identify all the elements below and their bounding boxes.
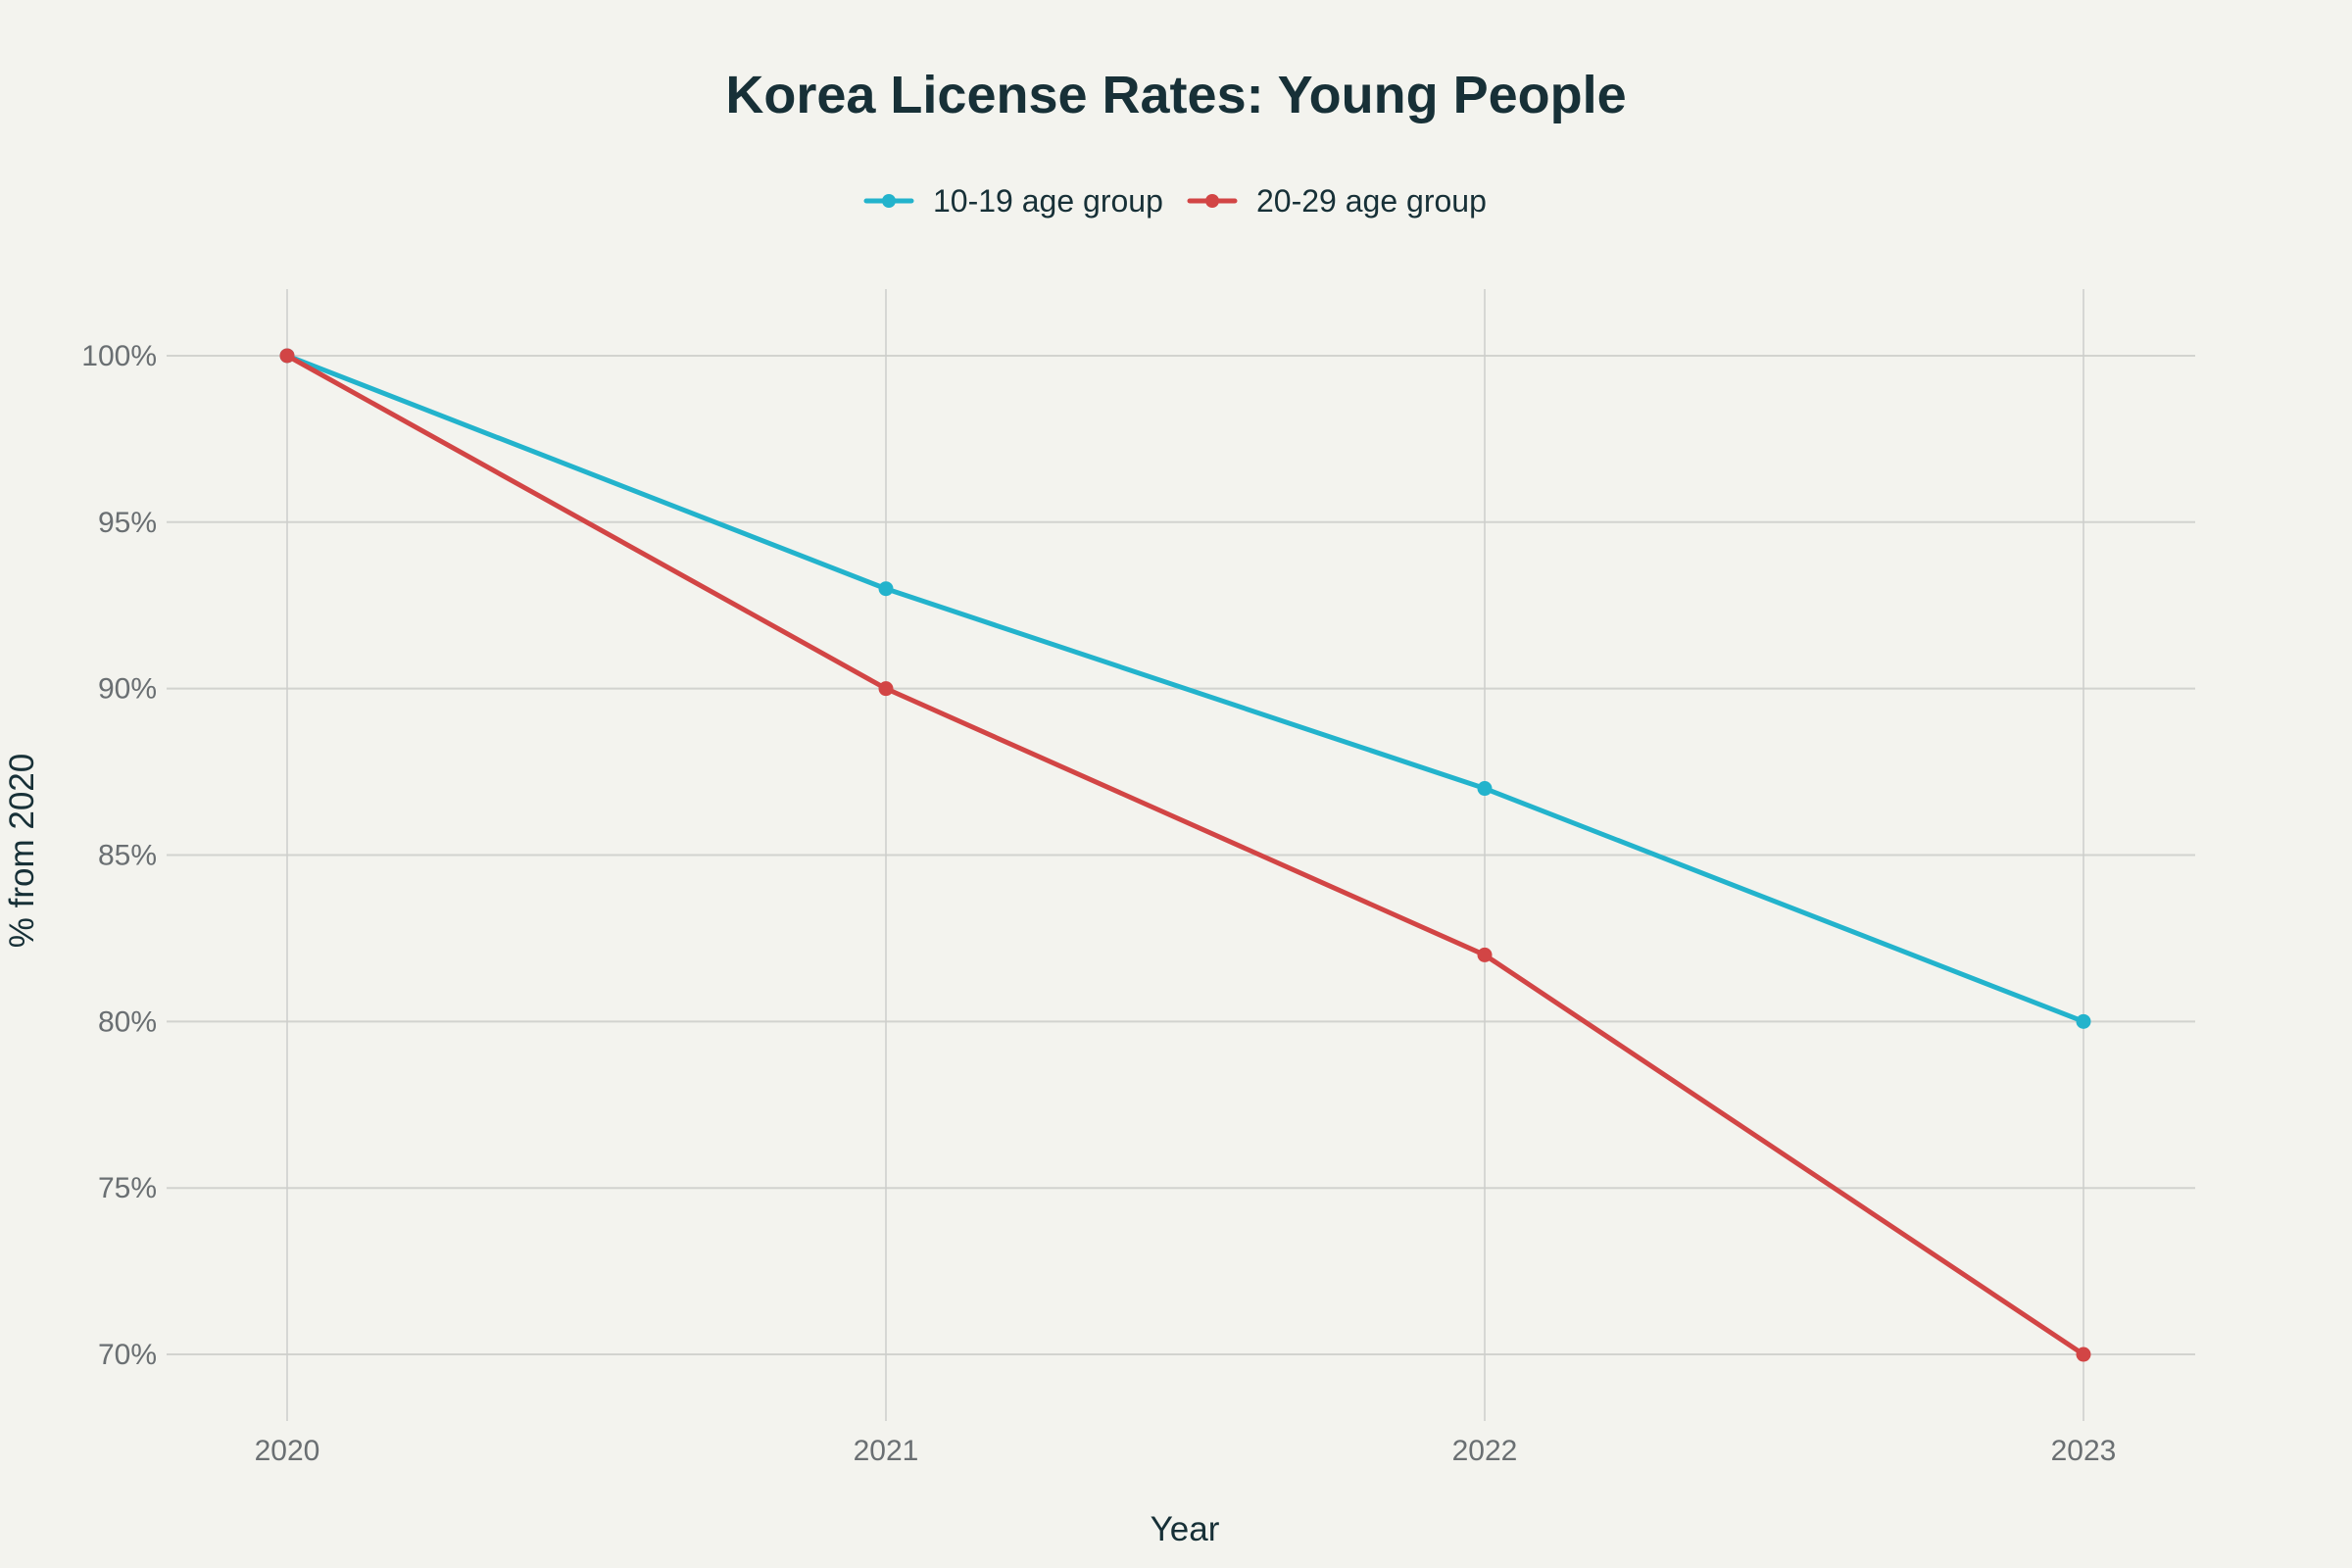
legend: 10-19 age group 20-29 age group bbox=[863, 183, 1487, 219]
legend-item: 10-19 age group bbox=[863, 183, 1163, 219]
y-tick-label: 100% bbox=[81, 340, 157, 372]
x-tick-label: 2022 bbox=[1452, 1435, 1518, 1467]
y-axis-ticks: 100% 95% 90% 85% 80% 75% 70% bbox=[81, 340, 157, 1371]
legend-label: 10-19 age group bbox=[933, 183, 1163, 219]
y-tick-label: 75% bbox=[98, 1172, 157, 1204]
data-point bbox=[1477, 947, 1493, 962]
y-tick-label: 85% bbox=[98, 840, 157, 872]
data-point bbox=[2076, 1013, 2091, 1029]
series-2 bbox=[279, 348, 2091, 1362]
series-layer bbox=[279, 348, 2091, 1362]
x-axis-title: Year bbox=[1151, 1510, 1220, 1548]
chart-title: Korea License Rates: Young People bbox=[725, 66, 1626, 124]
data-point bbox=[2076, 1347, 2091, 1362]
legend-label: 20-29 age group bbox=[1256, 183, 1487, 219]
data-point bbox=[1477, 781, 1493, 797]
legend-swatch-marker bbox=[1205, 194, 1219, 208]
series-line bbox=[284, 353, 2086, 1357]
x-axis-ticks: 2020 2021 2022 2023 bbox=[255, 1435, 2117, 1467]
y-axis-title: % from 2020 bbox=[3, 754, 41, 948]
series-line bbox=[284, 353, 2086, 1024]
legend-item: 20-29 age group bbox=[1187, 183, 1487, 219]
x-tick-label: 2021 bbox=[854, 1435, 919, 1467]
y-tick-label: 70% bbox=[98, 1339, 157, 1371]
y-tick-label: 80% bbox=[98, 1005, 157, 1038]
data-point bbox=[878, 581, 894, 597]
data-point bbox=[878, 681, 894, 697]
x-tick-label: 2023 bbox=[2051, 1435, 2117, 1467]
y-tick-label: 90% bbox=[98, 673, 157, 706]
data-point bbox=[279, 348, 295, 364]
x-tick-label: 2020 bbox=[255, 1435, 320, 1467]
legend-swatch-marker bbox=[882, 194, 896, 208]
y-tick-label: 95% bbox=[98, 507, 157, 539]
